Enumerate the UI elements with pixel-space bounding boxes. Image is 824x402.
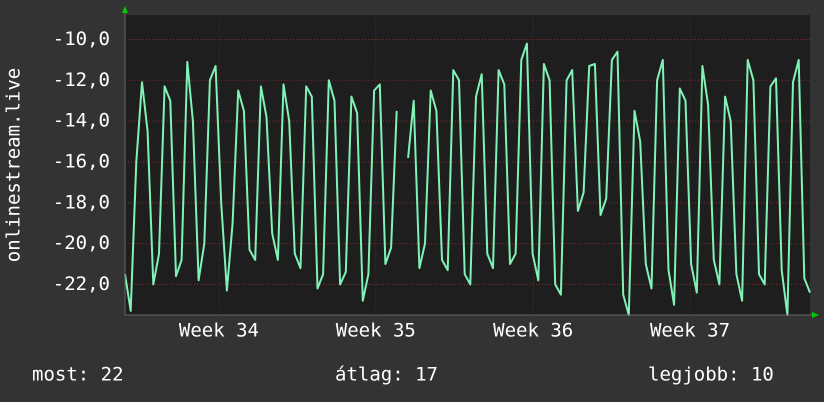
x-tick-label: Week 37 [650,320,730,342]
footer-best: legjobb: 10 [648,364,774,386]
footer-current: most: 22 [32,364,124,386]
data-line [124,42,811,316]
x-axis-arrow [812,312,819,318]
y-tick-label: -20,0 [53,232,110,254]
y-tick-label: -16,0 [53,150,110,172]
y-tick-label: -14,0 [53,110,110,132]
y-tick-label: -10,0 [53,28,110,50]
x-tick-label: Week 34 [179,320,259,342]
x-tick-label: Week 36 [493,320,573,342]
y-axis-label: onlinestream.live [3,68,25,262]
plot-area [125,15,810,315]
y-axis-arrow [122,6,128,13]
footer-average: átlag: 17 [335,364,438,386]
marks [124,42,811,316]
y-tick-label: -12,0 [53,69,110,91]
y-tick-label: -22,0 [53,273,110,295]
x-tick-label: Week 35 [336,320,416,342]
y-tick-label: -18,0 [53,191,110,213]
